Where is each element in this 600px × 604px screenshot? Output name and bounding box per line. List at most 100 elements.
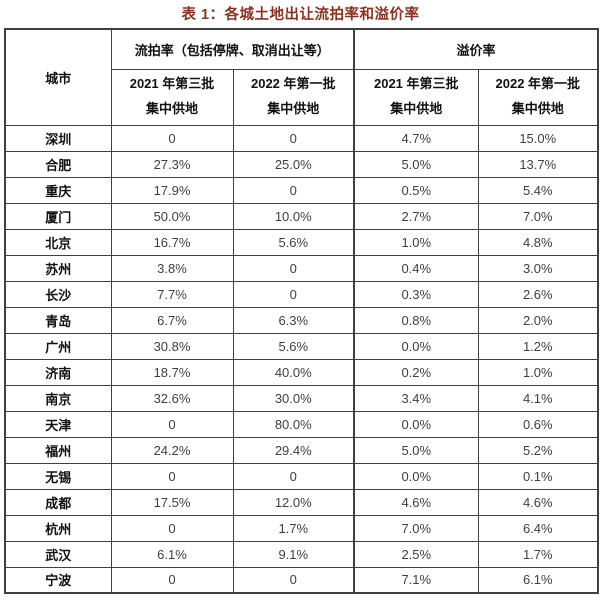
value-cell: 4.8%	[477, 228, 599, 256]
table-row: 北京 16.7% 5.6% 1.0% 4.8%	[4, 228, 599, 256]
value-cell: 27.3%	[110, 150, 234, 178]
value-cell: 13.7%	[477, 150, 599, 178]
subheader-failure-2021-batch3: 2021 年第三批 集中供地	[110, 68, 234, 126]
failure-rate-group-header: 流拍率（包括停牌、取消出让等）	[110, 28, 355, 70]
value-cell: 0.1%	[477, 462, 599, 490]
value-cell: 0.0%	[353, 462, 479, 490]
city-cell: 济南	[4, 358, 112, 386]
value-cell: 25.0%	[232, 150, 355, 178]
value-cell: 0	[232, 254, 355, 282]
table-row: 广州 30.8% 5.6% 0.0% 1.2%	[4, 332, 599, 360]
city-cell: 宁波	[4, 566, 112, 594]
table-title: 表 1：各城土地出让流拍率和溢价率	[181, 7, 420, 23]
value-cell: 7.7%	[110, 280, 234, 308]
value-cell: 5.6%	[232, 228, 355, 256]
value-cell: 4.6%	[353, 488, 479, 516]
value-cell: 17.9%	[110, 176, 234, 204]
value-cell: 3.4%	[353, 384, 479, 412]
value-cell: 1.0%	[477, 358, 599, 386]
value-cell: 2.5%	[353, 540, 479, 568]
table-row: 天津 0 80.0% 0.0% 0.6%	[4, 410, 599, 438]
value-cell: 0	[110, 566, 234, 594]
city-cell: 厦门	[4, 202, 112, 230]
table-row: 长沙 7.7% 0 0.3% 2.6%	[4, 280, 599, 308]
value-cell: 30.0%	[232, 384, 355, 412]
value-cell: 0	[232, 462, 355, 490]
value-cell: 0.3%	[353, 280, 479, 308]
city-cell: 成都	[4, 488, 112, 516]
value-cell: 0	[232, 566, 355, 594]
subheader-premium-2022-batch1: 2022 年第一批 集中供地	[477, 68, 599, 126]
value-cell: 0	[232, 176, 355, 204]
value-cell: 18.7%	[110, 358, 234, 386]
value-cell: 0	[110, 462, 234, 490]
value-cell: 30.8%	[110, 332, 234, 360]
value-cell: 0.6%	[477, 410, 599, 438]
value-cell: 0	[110, 514, 234, 542]
value-cell: 5.0%	[353, 436, 479, 464]
value-cell: 1.0%	[353, 228, 479, 256]
value-cell: 2.0%	[477, 306, 599, 334]
value-cell: 29.4%	[232, 436, 355, 464]
value-cell: 4.6%	[477, 488, 599, 516]
data-table: 城市 流拍率（包括停牌、取消出让等） 溢价率 2021 年第三批 集中供地 20…	[4, 28, 600, 594]
header-group-row: 城市 流拍率（包括停牌、取消出让等） 溢价率	[4, 28, 599, 126]
value-cell: 17.5%	[110, 488, 234, 516]
value-cell: 0.5%	[353, 176, 479, 204]
value-cell: 0.4%	[353, 254, 479, 282]
city-cell: 武汉	[4, 540, 112, 568]
value-cell: 5.6%	[232, 332, 355, 360]
value-cell: 0	[232, 124, 355, 152]
city-cell: 深圳	[4, 124, 112, 152]
value-cell: 7.0%	[477, 202, 599, 230]
city-cell: 重庆	[4, 176, 112, 204]
table-row: 成都 17.5% 12.0% 4.6% 4.6%	[4, 488, 599, 516]
table-row: 南京 32.6% 30.0% 3.4% 4.1%	[4, 384, 599, 412]
value-cell: 24.2%	[110, 436, 234, 464]
table-row: 重庆 17.9% 0 0.5% 5.4%	[4, 176, 599, 204]
value-cell: 0	[110, 410, 234, 438]
city-cell: 杭州	[4, 514, 112, 542]
city-cell: 福州	[4, 436, 112, 464]
value-cell: 80.0%	[232, 410, 355, 438]
value-cell: 1.7%	[477, 540, 599, 568]
value-cell: 6.4%	[477, 514, 599, 542]
value-cell: 0.8%	[353, 306, 479, 334]
value-cell: 0.0%	[353, 410, 479, 438]
city-cell: 青岛	[4, 306, 112, 334]
subheader-line: 2021 年第三批	[373, 76, 459, 92]
subheader-line: 集中供地	[511, 101, 564, 116]
table-row: 厦门 50.0% 10.0% 2.7% 7.0%	[4, 202, 599, 230]
subheader-line: 集中供地	[390, 101, 443, 116]
value-cell: 6.3%	[232, 306, 355, 334]
value-cell: 50.0%	[110, 202, 234, 230]
value-cell: 9.1%	[232, 540, 355, 568]
header-sub-row: 2021 年第三批 集中供地 2022 年第一批 集中供地 2021 年第三批 …	[5, 68, 599, 126]
table-row: 苏州 3.8% 0 0.4% 3.0%	[4, 254, 599, 282]
subheader-line: 2021 年第三批	[129, 76, 215, 92]
subheader-line: 2022 年第一批	[250, 76, 336, 92]
value-cell: 6.1%	[477, 566, 599, 594]
subheader-line: 集中供地	[267, 101, 320, 116]
table-row: 合肥 27.3% 25.0% 5.0% 13.7%	[4, 150, 599, 178]
subheader-line: 集中供地	[145, 101, 198, 116]
value-cell: 10.0%	[232, 202, 355, 230]
value-cell: 3.8%	[110, 254, 234, 282]
table-row: 深圳 0 0 4.7% 15.0%	[4, 124, 599, 152]
subheader-premium-2021-batch3: 2021 年第三批 集中供地	[353, 68, 479, 126]
city-cell: 天津	[4, 410, 112, 438]
city-cell: 广州	[4, 332, 112, 360]
value-cell: 16.7%	[110, 228, 234, 256]
value-cell: 7.0%	[353, 514, 479, 542]
table-row: 青岛 6.7% 6.3% 0.8% 2.0%	[4, 306, 599, 334]
table-row: 济南 18.7% 40.0% 0.2% 1.0%	[4, 358, 599, 386]
value-cell: 12.0%	[232, 488, 355, 516]
city-cell: 南京	[4, 384, 112, 412]
value-cell: 6.1%	[110, 540, 234, 568]
value-cell: 6.7%	[110, 306, 234, 334]
value-cell: 1.2%	[477, 332, 599, 360]
value-cell: 2.6%	[477, 280, 599, 308]
table-row: 武汉 6.1% 9.1% 2.5% 1.7%	[4, 540, 599, 568]
subheader-line: 2022 年第一批	[495, 76, 581, 92]
table-body: 深圳 0 0 4.7% 15.0% 合肥 27.3% 25.0% 5.0% 13.7% 重庆 17.9…	[4, 124, 599, 594]
